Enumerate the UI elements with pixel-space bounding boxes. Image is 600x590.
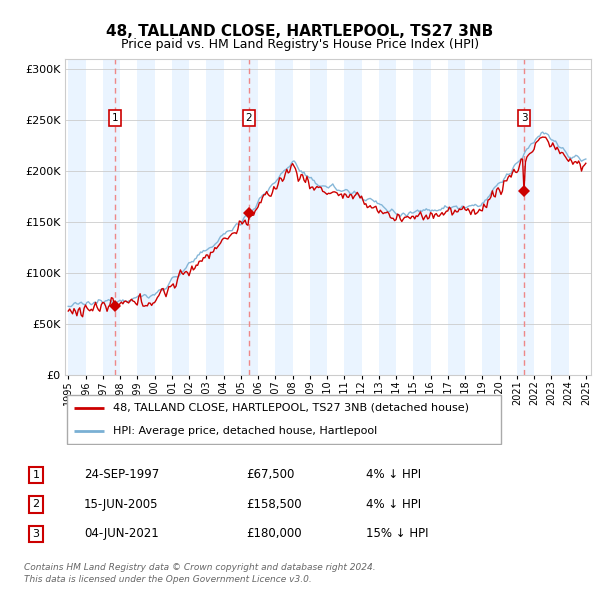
FancyBboxPatch shape [67, 395, 500, 444]
Text: 3: 3 [32, 529, 40, 539]
Bar [120, 59, 137, 375]
Text: 48, TALLAND CLOSE, HARTLEPOOL, TS27 3NB (detached house): 48, TALLAND CLOSE, HARTLEPOOL, TS27 3NB … [113, 402, 469, 412]
Bar [241, 59, 258, 375]
Text: 1: 1 [112, 113, 119, 123]
Text: 48, TALLAND CLOSE, HARTLEPOOL, TS27 3NB: 48, TALLAND CLOSE, HARTLEPOOL, TS27 3NB [106, 24, 494, 38]
Text: HPI: Average price, detached house, Hartlepool: HPI: Average price, detached house, Hart… [113, 427, 377, 437]
Text: 1: 1 [32, 470, 40, 480]
Bar [103, 59, 120, 375]
Bar [68, 59, 86, 375]
Bar [431, 59, 448, 375]
Text: Contains HM Land Registry data © Crown copyright and database right 2024.
This d: Contains HM Land Registry data © Crown c… [24, 563, 376, 584]
Text: 15% ↓ HPI: 15% ↓ HPI [366, 527, 428, 540]
Bar [137, 59, 155, 375]
Text: 2: 2 [245, 113, 252, 123]
Bar [344, 59, 362, 375]
Bar [293, 59, 310, 375]
Bar [413, 59, 431, 375]
Bar [448, 59, 465, 375]
Text: £180,000: £180,000 [246, 527, 302, 540]
Text: £158,500: £158,500 [246, 498, 302, 511]
Bar [551, 59, 569, 375]
Bar [465, 59, 482, 375]
Bar [379, 59, 396, 375]
Bar [155, 59, 172, 375]
Bar [206, 59, 224, 375]
Bar [275, 59, 293, 375]
Bar [517, 59, 534, 375]
Bar [258, 59, 275, 375]
Bar [569, 59, 586, 375]
Bar [534, 59, 551, 375]
Bar [86, 59, 103, 375]
Bar [500, 59, 517, 375]
Bar [362, 59, 379, 375]
Text: 24-SEP-1997: 24-SEP-1997 [84, 468, 159, 481]
Bar [396, 59, 413, 375]
Bar [224, 59, 241, 375]
Text: 3: 3 [521, 113, 527, 123]
Bar [327, 59, 344, 375]
Text: 15-JUN-2005: 15-JUN-2005 [84, 498, 158, 511]
Text: 04-JUN-2021: 04-JUN-2021 [84, 527, 159, 540]
Bar [310, 59, 327, 375]
Bar [586, 59, 595, 375]
Text: Price paid vs. HM Land Registry's House Price Index (HPI): Price paid vs. HM Land Registry's House … [121, 38, 479, 51]
Bar [189, 59, 206, 375]
Text: 4% ↓ HPI: 4% ↓ HPI [366, 498, 421, 511]
Text: 2: 2 [32, 500, 40, 509]
Bar [172, 59, 189, 375]
Text: 4% ↓ HPI: 4% ↓ HPI [366, 468, 421, 481]
Bar [482, 59, 500, 375]
Bar [586, 59, 593, 375]
Text: £67,500: £67,500 [246, 468, 295, 481]
